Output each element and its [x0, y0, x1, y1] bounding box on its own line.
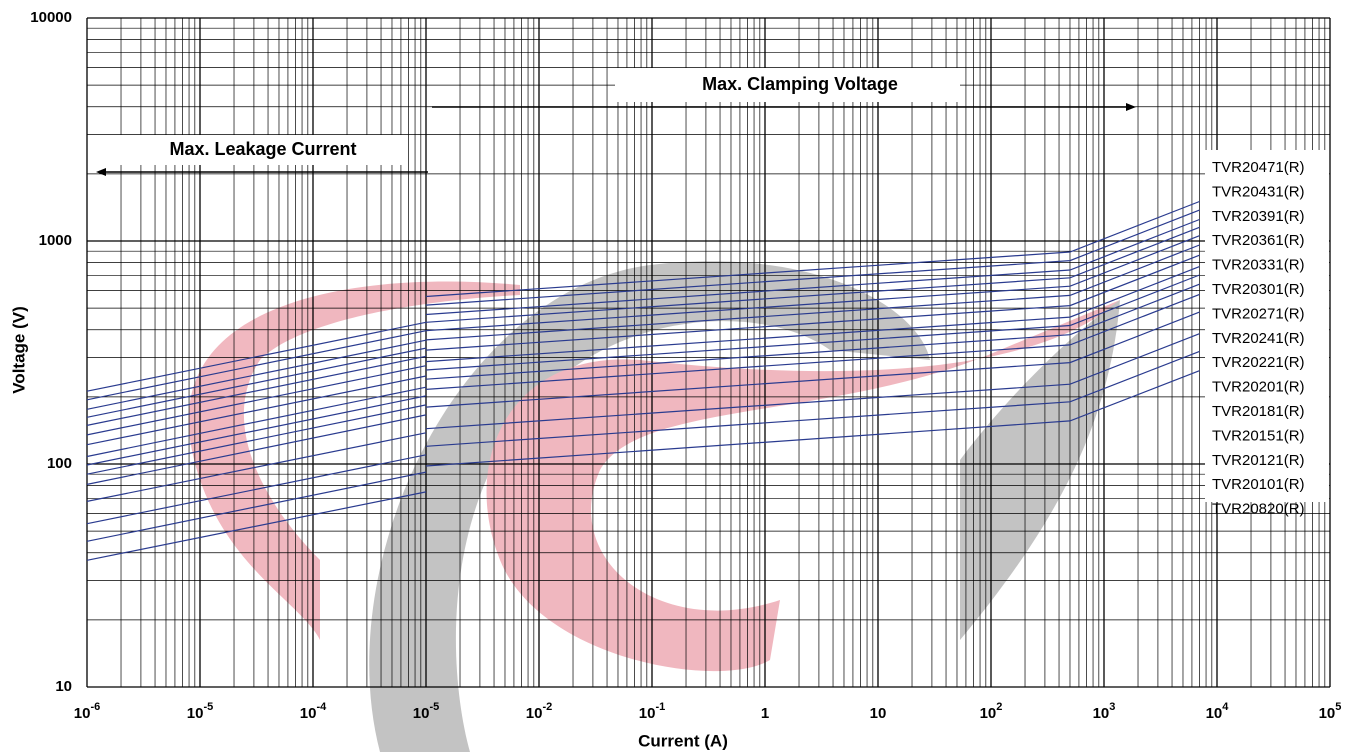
legend-entry: TVR20331(R)	[1212, 257, 1305, 274]
series-line	[86, 200, 1200, 392]
series-line	[86, 235, 1200, 426]
arrow-head	[96, 168, 106, 176]
x-tick-label: 1	[761, 705, 769, 722]
legend-entry: TVR20101(R)	[1212, 476, 1305, 493]
x-tick-label: 105	[1319, 701, 1342, 722]
x-tick-label: 104	[1206, 701, 1230, 722]
series-line	[86, 266, 1200, 458]
x-tick-label: 10-1	[639, 701, 665, 722]
x-tick-label: 103	[1093, 701, 1116, 722]
series-line	[86, 209, 1200, 401]
legend-entry: TVR20241(R)	[1212, 330, 1305, 347]
y-axis-label: Voltage (V)	[9, 306, 28, 394]
legend-background	[1205, 150, 1329, 502]
legend-entry: TVR20431(R)	[1212, 183, 1305, 200]
y-tick-label: 100	[47, 455, 72, 472]
series-line	[86, 244, 1200, 436]
legend-entry: TVR20121(R)	[1212, 452, 1305, 469]
arrow-head	[1126, 103, 1136, 111]
plot-area	[86, 17, 1331, 688]
x-tick-label: 10	[870, 705, 887, 722]
legend-entry: TVR20361(R)	[1212, 232, 1305, 249]
series-line	[86, 370, 1200, 561]
legend: TVR20471(R) TVR20431(R) TVR20391(R) TVR2036…	[1212, 159, 1305, 518]
x-tick-label: 10-2	[526, 701, 552, 722]
series-line	[86, 350, 1200, 542]
series-line	[86, 274, 1200, 466]
annotation: Max. Clamping Voltage	[702, 74, 898, 94]
x-axis-label: Current (A)	[638, 731, 728, 750]
series-line	[86, 254, 1200, 446]
legend-entry: TVR20391(R)	[1212, 208, 1305, 225]
y-tick-label: 10	[55, 678, 72, 695]
y-tick-label: 10000	[30, 9, 72, 26]
legend-entry: TVR20820(R)	[1212, 501, 1305, 518]
annotation: Max. Leakage Current	[169, 139, 356, 159]
legend-entry: TVR20221(R)	[1212, 354, 1305, 371]
series-line	[86, 293, 1200, 485]
series-line	[86, 333, 1200, 525]
series-line	[86, 218, 1200, 410]
legend-entry: TVR20271(R)	[1212, 305, 1305, 322]
watermark-shape	[188, 281, 520, 640]
x-tick-label: 102	[980, 701, 1003, 722]
y-tick-label: 1000	[39, 232, 72, 249]
legend-entry: TVR20201(R)	[1212, 379, 1305, 396]
legend-entry: TVR20151(R)	[1212, 427, 1305, 444]
annotation-box	[115, 135, 405, 165]
legend-entry: TVR20471(R)	[1212, 159, 1305, 176]
series-line	[86, 283, 1200, 475]
legend-entry: TVR20301(R)	[1212, 281, 1305, 298]
x-tick-label: 10-5	[413, 701, 439, 722]
x-tick-label: 10-6	[74, 701, 100, 722]
x-tick-label: 10-5	[187, 701, 213, 722]
watermark-shape	[486, 300, 1120, 672]
watermark-shape	[960, 300, 1120, 640]
series-line	[86, 311, 1200, 502]
annotation-box	[615, 68, 960, 102]
series-line	[86, 226, 1200, 418]
x-tick-label: 10-4	[300, 701, 327, 722]
legend-entry: TVR20181(R)	[1212, 403, 1305, 420]
